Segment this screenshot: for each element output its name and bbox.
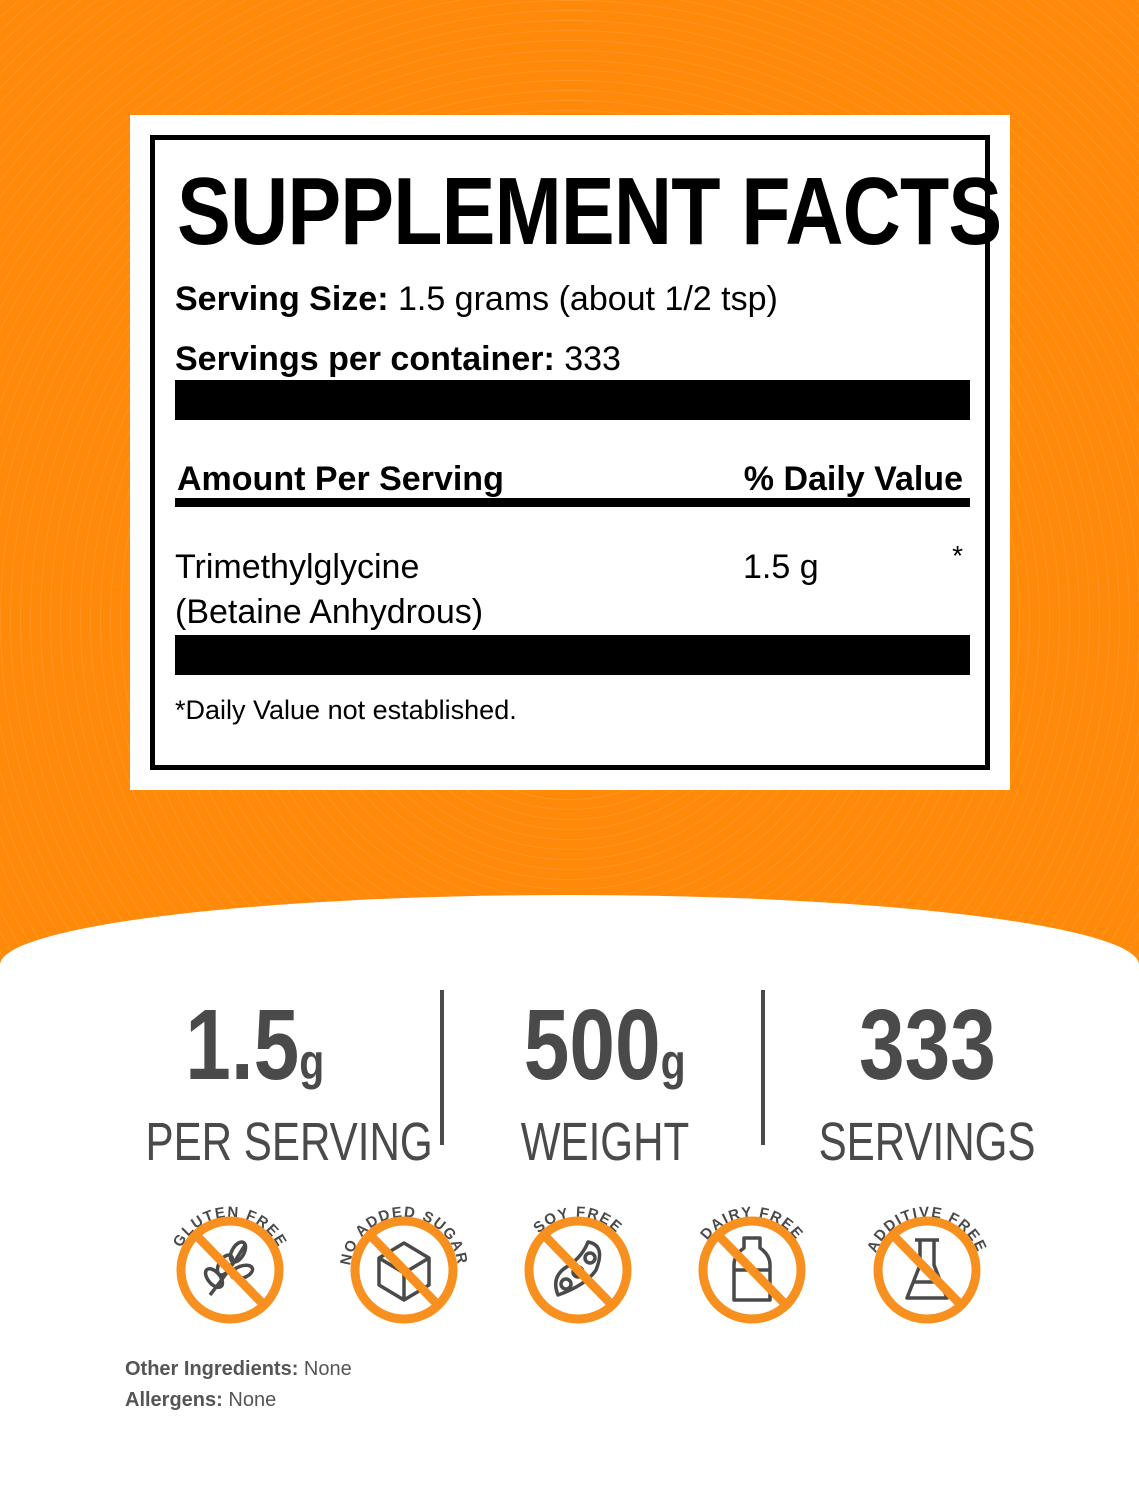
footnote: *Daily Value not established. (175, 695, 517, 725)
prohibition-circle (350, 1216, 458, 1324)
badge-soy-free: SOY FREE (503, 1190, 653, 1340)
servings-per-container: Servings per container: 333 (175, 340, 621, 379)
ingredient-dv: * (952, 540, 963, 571)
prohibition-slash (192, 1231, 268, 1309)
amount-header: Amount Per Serving (177, 460, 504, 498)
medium-divider (175, 498, 970, 507)
allergens-label: Allergens: (125, 1389, 223, 1411)
stat-weight: 500g WEIGHT (455, 995, 755, 1172)
stat-label: WEIGHT (520, 1112, 690, 1172)
badge-additive-free: ADDITIVE FREE (852, 1190, 1002, 1340)
other-ingredients: Other Ingredients: None (125, 1358, 352, 1381)
prohibition-circle (873, 1216, 981, 1324)
servings-label: Servings per container: (175, 340, 555, 378)
prohibition-slash (889, 1231, 965, 1309)
stat-value: 333 (858, 989, 996, 1101)
thick-divider (175, 380, 970, 420)
label-title: SUPPLEMENT FACTS (177, 158, 1002, 265)
stat-label: PER SERVING (145, 1112, 433, 1172)
serving-size-value: 1.5 grams (about 1/2 tsp) (397, 280, 778, 318)
prohibition-slash (540, 1231, 616, 1309)
stat-divider (440, 990, 444, 1145)
serving-size-label: Serving Size: (175, 280, 389, 318)
stat-servings: 333 SERVINGS (777, 995, 1077, 1172)
serving-size: Serving Size: 1.5 grams (about 1/2 tsp) (175, 280, 778, 319)
prohibition-circle (524, 1216, 632, 1324)
ingredient-subname: (Betaine Anhydrous) (175, 593, 484, 631)
prohibition-circle (176, 1216, 284, 1324)
thick-divider-bottom (175, 635, 970, 675)
prohibition-slash (366, 1231, 442, 1309)
badge-no-added-sugar: NO ADDED SUGAR (329, 1190, 479, 1340)
label-frame: SUPPLEMENT FACTS Serving Size: 1.5 grams… (150, 135, 1002, 770)
badge-dairy-free: DAIRY FREE (677, 1190, 827, 1340)
badge-gluten-free: GLUTEN FREE (155, 1190, 305, 1340)
supplement-facts-label: SUPPLEMENT FACTS Serving Size: 1.5 grams… (130, 115, 1010, 790)
ingredient-amount: 1.5 g (743, 548, 819, 586)
white-curve (0, 895, 1139, 1500)
allergens: Allergens: None (125, 1389, 276, 1412)
other-ingredients-label: Other Ingredients: (125, 1358, 299, 1380)
stat-per-serving: 1.5g PER SERVING (105, 989, 432, 1172)
allergens-value: None (228, 1389, 277, 1411)
stat-value: 1.5g (185, 989, 325, 1101)
stat-divider (761, 990, 765, 1145)
stat-value: 500g (524, 989, 686, 1101)
prohibition-circle (698, 1216, 806, 1324)
other-ingredients-value: None (303, 1358, 352, 1380)
ingredient-name: Trimethylglycine (175, 548, 420, 586)
servings-value: 333 (564, 340, 621, 378)
dv-header: % Daily Value (743, 460, 963, 498)
prohibition-slash (714, 1231, 790, 1309)
stat-label: SERVINGS (818, 1112, 1036, 1172)
